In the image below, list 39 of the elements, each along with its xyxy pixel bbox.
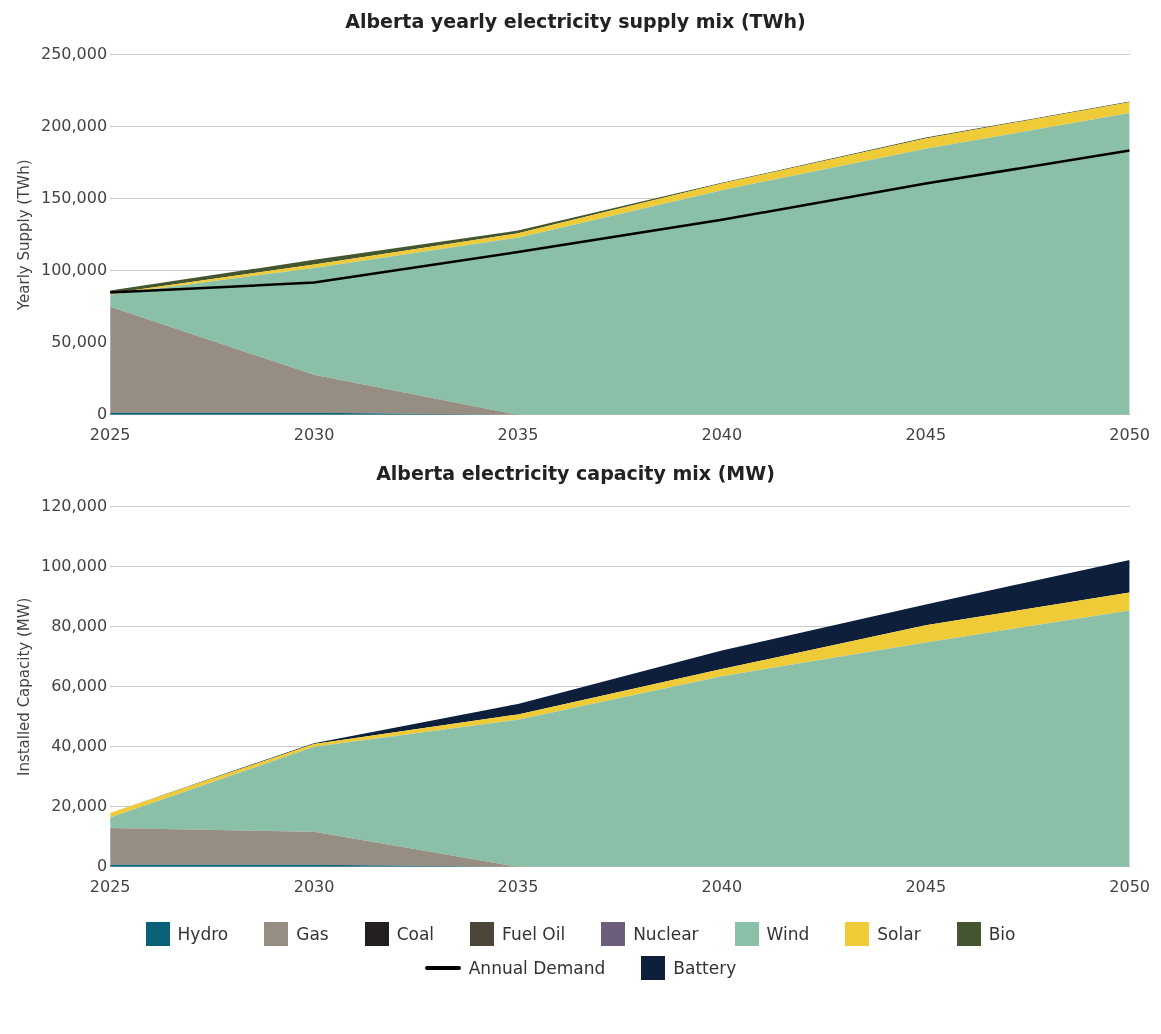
x-tick-label: 2050 [1109, 424, 1150, 444]
x-tick-label: 2030 [293, 876, 335, 896]
y-axis-title: Yearly Supply (TWh) [14, 159, 33, 312]
legend-label: Coal [396, 924, 435, 944]
y-tick-label: 100,000 [40, 555, 108, 575]
legend-label: Battery [673, 958, 737, 978]
y-tick-label: 120,000 [40, 495, 108, 515]
y-tick-label: 20,000 [51, 795, 108, 815]
legend-label: Hydro [177, 924, 229, 944]
y-tick-label: 50,000 [51, 331, 108, 351]
y-tick-label: 0 [96, 855, 108, 875]
x-tick-label: 2025 [89, 424, 131, 444]
chart-title: Alberta electricity capacity mix (MW) [376, 462, 775, 485]
y-tick-label: 0 [96, 403, 108, 423]
y-axis-title: Installed Capacity (MW) [14, 597, 33, 777]
x-tick-label: 2040 [701, 876, 743, 896]
legend-label: Annual Demand [468, 958, 606, 978]
x-tick-label: 2050 [1109, 876, 1150, 896]
y-tick-label: 200,000 [40, 115, 108, 135]
x-tick-label: 2040 [701, 424, 743, 444]
y-tick-label: 100,000 [40, 259, 108, 279]
legend-label: Bio [988, 924, 1016, 944]
legend-label: Fuel Oil [502, 924, 566, 944]
y-tick-label: 40,000 [51, 735, 108, 755]
x-tick-label: 2025 [89, 876, 131, 896]
x-tick-label: 2035 [497, 424, 539, 444]
y-tick-label: 60,000 [51, 675, 108, 695]
x-tick-label: 2030 [293, 424, 335, 444]
x-tick-label: 2045 [905, 424, 947, 444]
chart-title: Alberta yearly electricity supply mix (TWh) [345, 10, 806, 33]
y-tick-label: 150,000 [40, 187, 108, 207]
legend-label: Nuclear [633, 924, 699, 944]
x-tick-label: 2045 [905, 876, 947, 896]
x-tick-label: 2035 [497, 876, 539, 896]
legend-label: Gas [296, 924, 329, 944]
y-tick-label: 80,000 [51, 615, 108, 635]
y-tick-label: 250,000 [40, 43, 108, 63]
legend-label: Solar [877, 924, 921, 944]
legend-label: Wind [766, 924, 810, 944]
